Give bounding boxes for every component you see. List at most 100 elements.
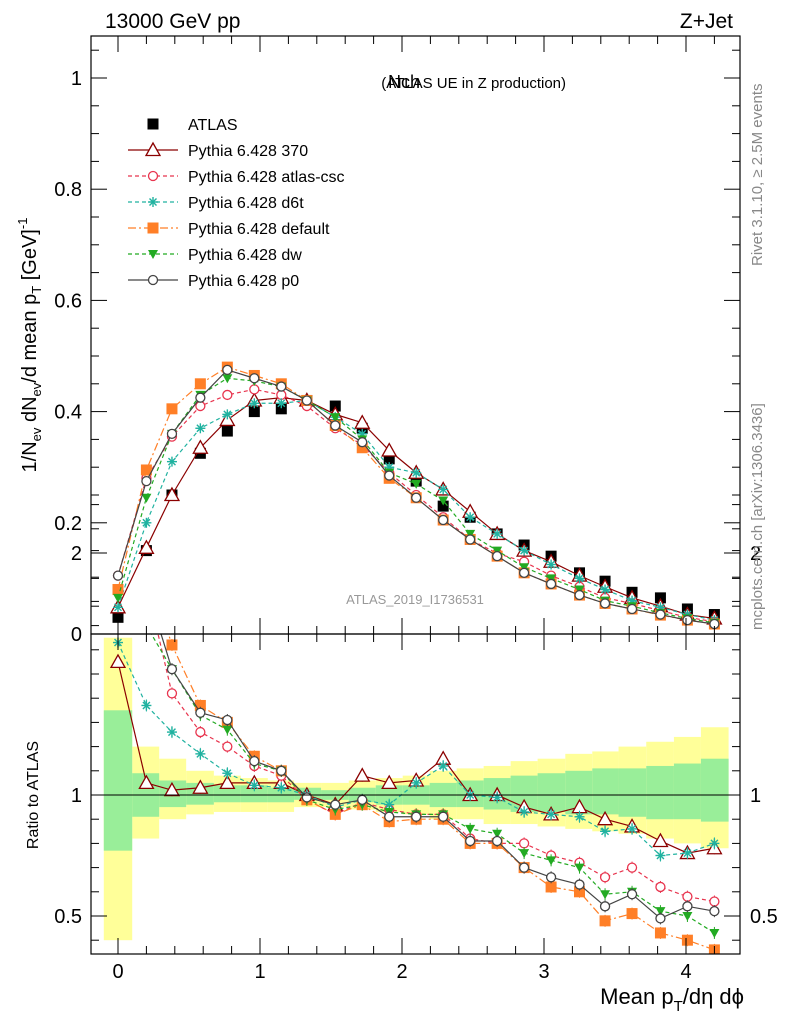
main-panel-series	[109, 361, 723, 630]
legend-label-pythia-6-428-370: Pythia 6.428 370	[188, 143, 308, 160]
data-point-pythia-6-428-d6t	[166, 456, 177, 467]
series-line-pythia-6-428-d6t	[117, 399, 715, 621]
data-point-pythia-6-428-p0	[655, 609, 666, 620]
data-point-pythia-6-428-dw	[411, 479, 422, 489]
ratio-band-green-bin	[213, 785, 241, 803]
legend-marker-atlas	[147, 118, 159, 130]
data-point-pythia-6-428-p0	[330, 420, 341, 431]
ratio-y-tick-label: 0.5	[54, 906, 82, 928]
rivet-label: Rivet 3.1.10, ≥ 2.5M events	[749, 84, 766, 267]
x-tick-label: 1	[254, 961, 265, 983]
legend-label-pythia-6-428-default: Pythia 6.428 default	[188, 221, 330, 238]
data-point-pythia-6-428-atlas-csc	[195, 400, 206, 412]
ratio-point-pythia-6-428-370	[138, 774, 155, 790]
ratio-uncertainty-bands	[103, 637, 729, 941]
ratio-point-pythia-6-428-dw	[600, 890, 611, 900]
ratio-band-green-bin	[592, 768, 619, 815]
data-point-pythia-6-428-atlas-csc	[249, 384, 260, 395]
ratio-band-green-bin	[537, 773, 566, 812]
ratio-band-green-bin	[240, 785, 268, 803]
data-point-pythia-6-428-atlas-csc	[222, 389, 233, 401]
data-point-pythia-6-428-p0	[112, 570, 124, 581]
legend-marker-pythia-6-428-370	[144, 141, 162, 157]
ratio-point-pythia-6-428-370	[354, 767, 371, 782]
legend-marker-pythia-6-428-d6t	[148, 197, 158, 207]
x-tick-label: 4	[680, 961, 691, 983]
ratio-point-pythia-6-428-p0	[166, 664, 178, 675]
data-point-pythia-6-428-default	[194, 378, 206, 390]
data-point-pythia-6-428-p0	[141, 475, 152, 487]
data-point-atlas	[248, 406, 260, 418]
data-point-pythia-6-428-dw	[438, 496, 449, 506]
ratio-point-pythia-6-428-d6t	[492, 792, 503, 803]
ratio-point-pythia-6-428-d6t	[166, 727, 177, 738]
ratio-panel-series	[109, 634, 723, 954]
ratio-point-pythia-6-428-default	[545, 881, 557, 893]
data-point-pythia-6-428-370	[192, 439, 209, 454]
data-point-pythia-6-428-370	[163, 486, 181, 502]
ratio-point-pythia-6-428-d6t	[627, 823, 638, 834]
data-point-pythia-6-428-p0	[518, 567, 530, 578]
data-point-pythia-6-428-dw	[330, 413, 341, 423]
ratio-point-pythia-6-428-d6t	[249, 780, 260, 791]
ratio-point-pythia-6-428-d6t	[222, 768, 233, 779]
ratio-point-pythia-6-428-p0	[574, 879, 585, 890]
mcplots-label: mcplots.cern.ch [arXiv:1306.3436]	[749, 403, 766, 630]
ratio-point-pythia-6-428-atlas-csc	[222, 741, 233, 752]
data-point-pythia-6-428-d6t	[600, 584, 611, 595]
data-point-pythia-6-428-d6t	[574, 573, 585, 584]
ratio-point-pythia-6-428-p0	[682, 901, 693, 912]
legend-marker-pythia-6-428-atlas-csc	[147, 170, 159, 182]
data-point-pythia-6-428-d6t	[195, 423, 206, 434]
legend-label-pythia-6-428-dw: Pythia 6.428 dw	[188, 247, 302, 264]
ratio-point-pythia-6-428-dw	[546, 856, 557, 866]
data-point-atlas	[383, 453, 395, 465]
data-point-pythia-6-428-p0	[166, 428, 178, 439]
ratio-point-pythia-6-428-d6t	[411, 777, 422, 788]
data-point-atlas	[437, 500, 449, 512]
ratio-point-pythia-6-428-p0	[222, 714, 233, 726]
ratio-point-pythia-6-428-default	[599, 915, 611, 927]
ratio-point-pythia-6-428-d6t	[195, 748, 206, 759]
analysis-watermark: ATLAS_2019_I1736531	[346, 592, 484, 607]
data-point-atlas	[654, 592, 666, 604]
ratio-point-pythia-6-428-370	[163, 781, 181, 797]
axis-ticks	[91, 36, 740, 954]
axis-tick-labels: 0 0.2 0.4 0.6 0.8 1 0.5 0.5 1 1 2 2 0 1 2 3 4	[54, 68, 778, 983]
ratio-point-pythia-6-428-p0	[195, 707, 206, 718]
data-point-pythia-6-428-d6t	[465, 512, 476, 523]
ratio-point-pythia-6-428-default	[626, 908, 638, 920]
ratio-plot-frame	[90, 633, 741, 955]
ratio-point-pythia-6-428-370	[596, 810, 614, 826]
data-point-pythia-6-428-d6t	[222, 409, 233, 420]
ratio-point-pythia-6-428-d6t	[276, 782, 287, 793]
ratio-point-pythia-6-428-d6t	[438, 760, 449, 771]
legend-label-pythia-6-428-atlas-csc: Pythia 6.428 atlas-csc	[188, 169, 345, 186]
x-tick-label: 0	[112, 961, 123, 983]
data-point-atlas	[329, 400, 341, 412]
legend-marker-pythia-6-428-default	[147, 222, 159, 234]
series-line-pythia-6-428-atlas-csc	[117, 388, 715, 623]
data-point-pythia-6-428-d6t	[249, 398, 260, 409]
ratio-point-pythia-6-428-atlas-csc	[626, 862, 638, 873]
data-point-pythia-6-428-default	[140, 464, 152, 476]
ratio-point-pythia-6-428-d6t	[600, 826, 611, 837]
ratio-point-pythia-6-428-atlas-csc	[655, 881, 666, 893]
ratio-y-axis-label: Ratio to ATLAS	[25, 741, 42, 849]
ratio-point-pythia-6-428-p0	[709, 906, 720, 917]
legend-label-pythia-6-428-d6t: Pythia 6.428 d6t	[188, 195, 304, 212]
ratio-point-pythia-6-428-p0	[249, 755, 260, 767]
ratio-point-pythia-6-428-370	[652, 832, 669, 848]
data-point-pythia-6-428-p0	[545, 578, 557, 590]
ratio-band-green-bin	[646, 765, 674, 820]
ratio-point-pythia-6-428-default	[194, 699, 206, 711]
data-point-atlas	[221, 425, 233, 437]
y-tick-label: 0.8	[54, 179, 82, 201]
data-point-pythia-6-428-d6t	[141, 517, 152, 528]
data-point-pythia-6-428-p0	[301, 395, 313, 406]
data-point-pythia-6-428-p0	[626, 603, 638, 615]
y-tick-label: 0	[71, 624, 82, 646]
ratio-y-tick-label-right: 1	[750, 785, 761, 807]
data-point-pythia-6-428-p0	[682, 614, 693, 626]
ratio-point-pythia-6-428-default	[166, 639, 178, 651]
